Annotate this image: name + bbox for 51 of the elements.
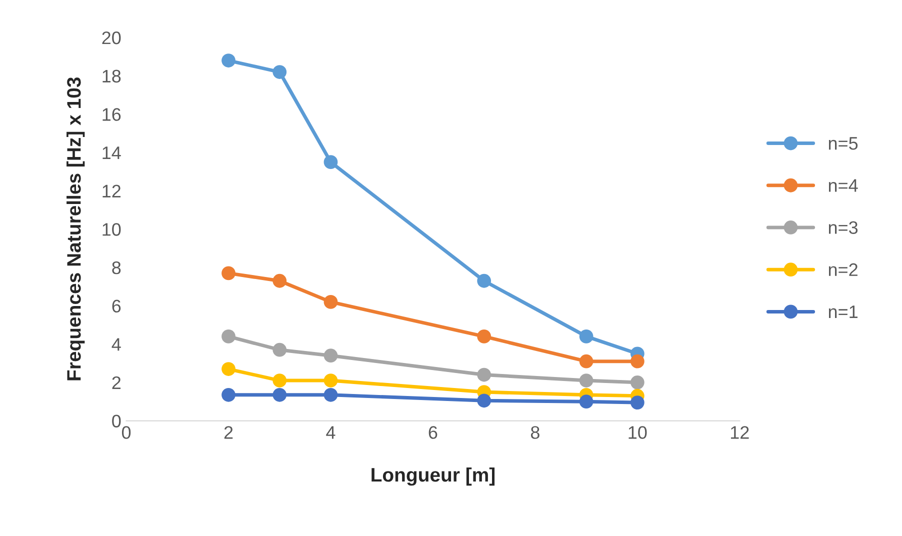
point: [272, 388, 287, 402]
y-tick-label: 8: [112, 261, 121, 274]
point: [324, 295, 338, 309]
y-axis-title: Frequences Naturelles [Hz] x 103: [66, 77, 85, 380]
x-tick-label: 2: [224, 426, 233, 439]
point: [579, 330, 594, 344]
y-tick-label: 10: [102, 223, 121, 236]
point: [272, 65, 287, 79]
x-tick-label: 8: [530, 426, 540, 439]
y-tick-label: 2: [112, 376, 121, 389]
point: [324, 388, 338, 402]
x-tick-label: 0: [122, 426, 131, 439]
point: [222, 266, 236, 280]
legend-label: n=5: [828, 137, 858, 150]
point: [222, 362, 236, 376]
legend-label: n=3: [828, 221, 858, 234]
legend-label: n=4: [828, 179, 858, 192]
point: [324, 348, 338, 363]
point: [579, 354, 594, 368]
y-tick-label: 0: [112, 414, 121, 428]
point: [477, 368, 492, 382]
point: [222, 388, 236, 402]
legend-label: n=2: [828, 263, 858, 276]
point: [272, 274, 287, 288]
x-tick-label: 6: [428, 426, 438, 439]
point: [272, 342, 287, 357]
point: [579, 374, 594, 388]
y-tick-label: 18: [102, 70, 121, 83]
point: [630, 354, 644, 368]
y-tick-label: 14: [102, 146, 121, 160]
x-tick-label: 4: [326, 426, 336, 439]
y-tick-label: 16: [102, 108, 121, 121]
legend-label: n=1: [828, 306, 858, 318]
point: [630, 375, 644, 390]
y-tick-label: 4: [112, 338, 121, 351]
y-tick-label: 20: [102, 31, 121, 44]
point: [222, 54, 236, 68]
point: [477, 274, 492, 288]
x-tick-label: 10: [628, 426, 647, 439]
point: [477, 394, 492, 408]
point: [324, 374, 338, 388]
x-tick-label: 12: [730, 426, 749, 439]
point: [477, 330, 492, 344]
y-tick-label: 12: [102, 184, 121, 198]
point: [630, 396, 644, 410]
point: [272, 374, 287, 388]
point: [222, 330, 236, 344]
y-tick-label: 6: [112, 300, 121, 313]
point: [579, 394, 594, 409]
point: [324, 155, 338, 170]
x-axis-title: Longueur [m]: [372, 467, 495, 486]
